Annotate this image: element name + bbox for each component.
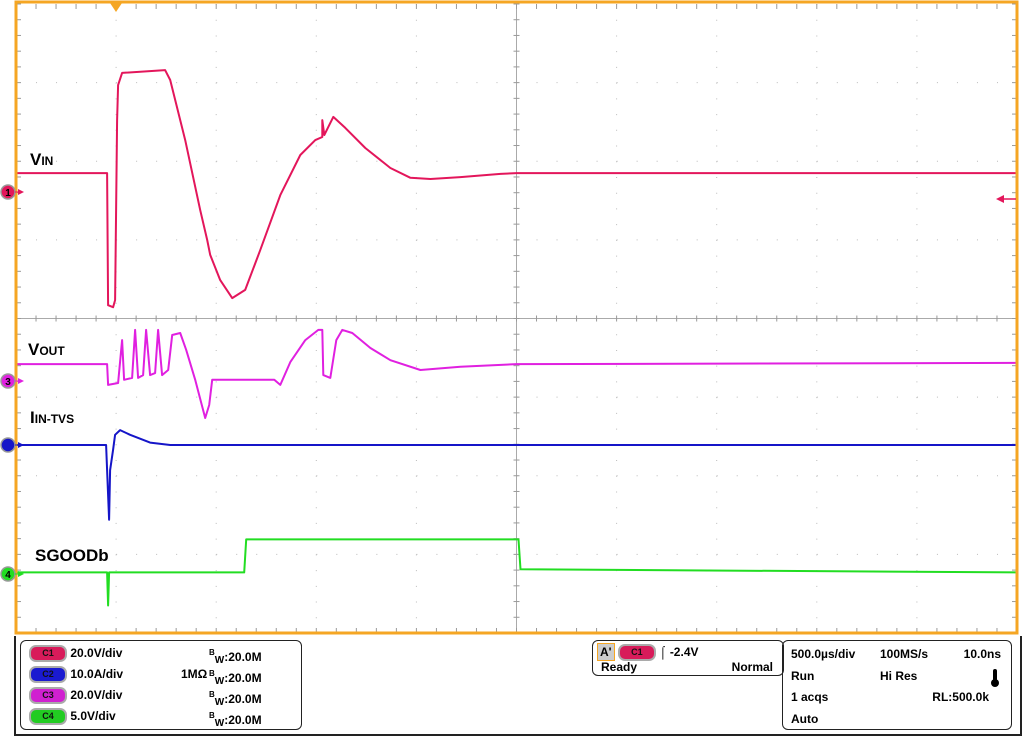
sgoodb-label: SGOODb <box>35 546 109 565</box>
channel-pill[interactable]: C3 <box>29 687 67 705</box>
channel-marker-arrow-icon <box>18 189 24 195</box>
channel-scale: 20.0V/div <box>70 688 123 702</box>
channel-bandwidth: BW:20.0M <box>209 669 262 687</box>
traces <box>16 69 1018 607</box>
channel-scale: 10.0A/div <box>70 667 124 681</box>
status-panel: C1 20.0V/div BW:20.0M C2 10.0A/div 1MΩ B… <box>14 636 1022 736</box>
channel-pill[interactable]: C4 <box>29 708 67 726</box>
timebase: 500.0µs/div <box>791 647 856 661</box>
channel-row[interactable]: C2 10.0A/div <box>29 666 124 684</box>
channel-settings-box: C1 20.0V/div BW:20.0M C2 10.0A/div 1MΩ B… <box>20 640 302 730</box>
resolution: 10.0ns <box>963 647 1001 661</box>
trace-sgoodb <box>16 538 1018 607</box>
trace-iin-tvs <box>16 429 1017 521</box>
record-length: RL:500.0k <box>932 690 989 704</box>
thermometer-icon <box>991 669 999 687</box>
channel-pill[interactable]: C1 <box>29 645 67 663</box>
channel-scale: 20.0V/div <box>70 646 123 660</box>
channel-4-ground-marker[interactable]: 4 <box>0 566 24 582</box>
trigger-position-marker[interactable] <box>110 3 122 12</box>
trigger-level-arrow-icon[interactable] <box>996 195 1004 203</box>
vin-label: VIN <box>30 150 54 169</box>
channel-marker-number: 4 <box>5 570 11 581</box>
channel-coupling: 1MΩ <box>181 667 208 681</box>
channel-2-ground-marker[interactable] <box>0 437 24 453</box>
acquisition-box[interactable]: 500.0µs/div 100MS/s 10.0ns Run Hi Res 1 … <box>782 640 1012 730</box>
vout-label: VOUT <box>28 340 65 359</box>
acq-mode: Hi Res <box>880 669 918 683</box>
trigger-mode: Auto <box>791 712 819 726</box>
waveform-display: 1 3 4 <box>0 0 1019 635</box>
trigger-state: Ready <box>601 660 638 674</box>
channel-bandwidth: BW:20.0M <box>209 711 262 729</box>
plot-frame <box>14 0 1019 635</box>
channel-marker-arrow-icon <box>18 442 24 448</box>
trigger-box[interactable]: A' C1 ⌠ -2.4V Ready Normal <box>592 640 784 676</box>
channel-3-ground-marker[interactable]: 3 <box>0 373 24 389</box>
trigger-level: -2.4V <box>669 645 699 659</box>
channel-pill[interactable]: C2 <box>29 666 67 684</box>
iin-tvs-label: IIN-TVS <box>30 408 75 427</box>
channel-bandwidth: BW:20.0M <box>209 648 262 666</box>
channel-1-ground-marker[interactable]: 1 <box>0 184 24 200</box>
acq-count: 1 acqs <box>791 690 829 704</box>
trace-vout <box>16 328 1018 419</box>
rising-edge-icon: ⌠ <box>659 645 667 659</box>
channel-marker-arrow-icon <box>18 378 24 384</box>
sample-rate: 100MS/s <box>880 647 929 661</box>
run-state: Run <box>791 669 815 683</box>
channel-marker-number: 3 <box>5 377 11 388</box>
channel-row[interactable]: C1 20.0V/div <box>29 645 123 663</box>
channel-row[interactable]: C3 20.0V/div <box>29 687 123 705</box>
channel-marker-arrow-icon <box>18 571 24 577</box>
channel-marker-number: 1 <box>5 188 11 199</box>
channel-bandwidth: BW:20.0M <box>209 690 262 708</box>
trigger-type: Normal <box>731 660 773 674</box>
trigger-source-pill: C1 <box>617 644 656 662</box>
channel-scale: 5.0V/div <box>70 709 116 723</box>
channel-row[interactable]: C4 5.0V/div <box>29 708 116 726</box>
trace-vin <box>16 69 1017 309</box>
channel-marker-circle <box>0 437 16 453</box>
